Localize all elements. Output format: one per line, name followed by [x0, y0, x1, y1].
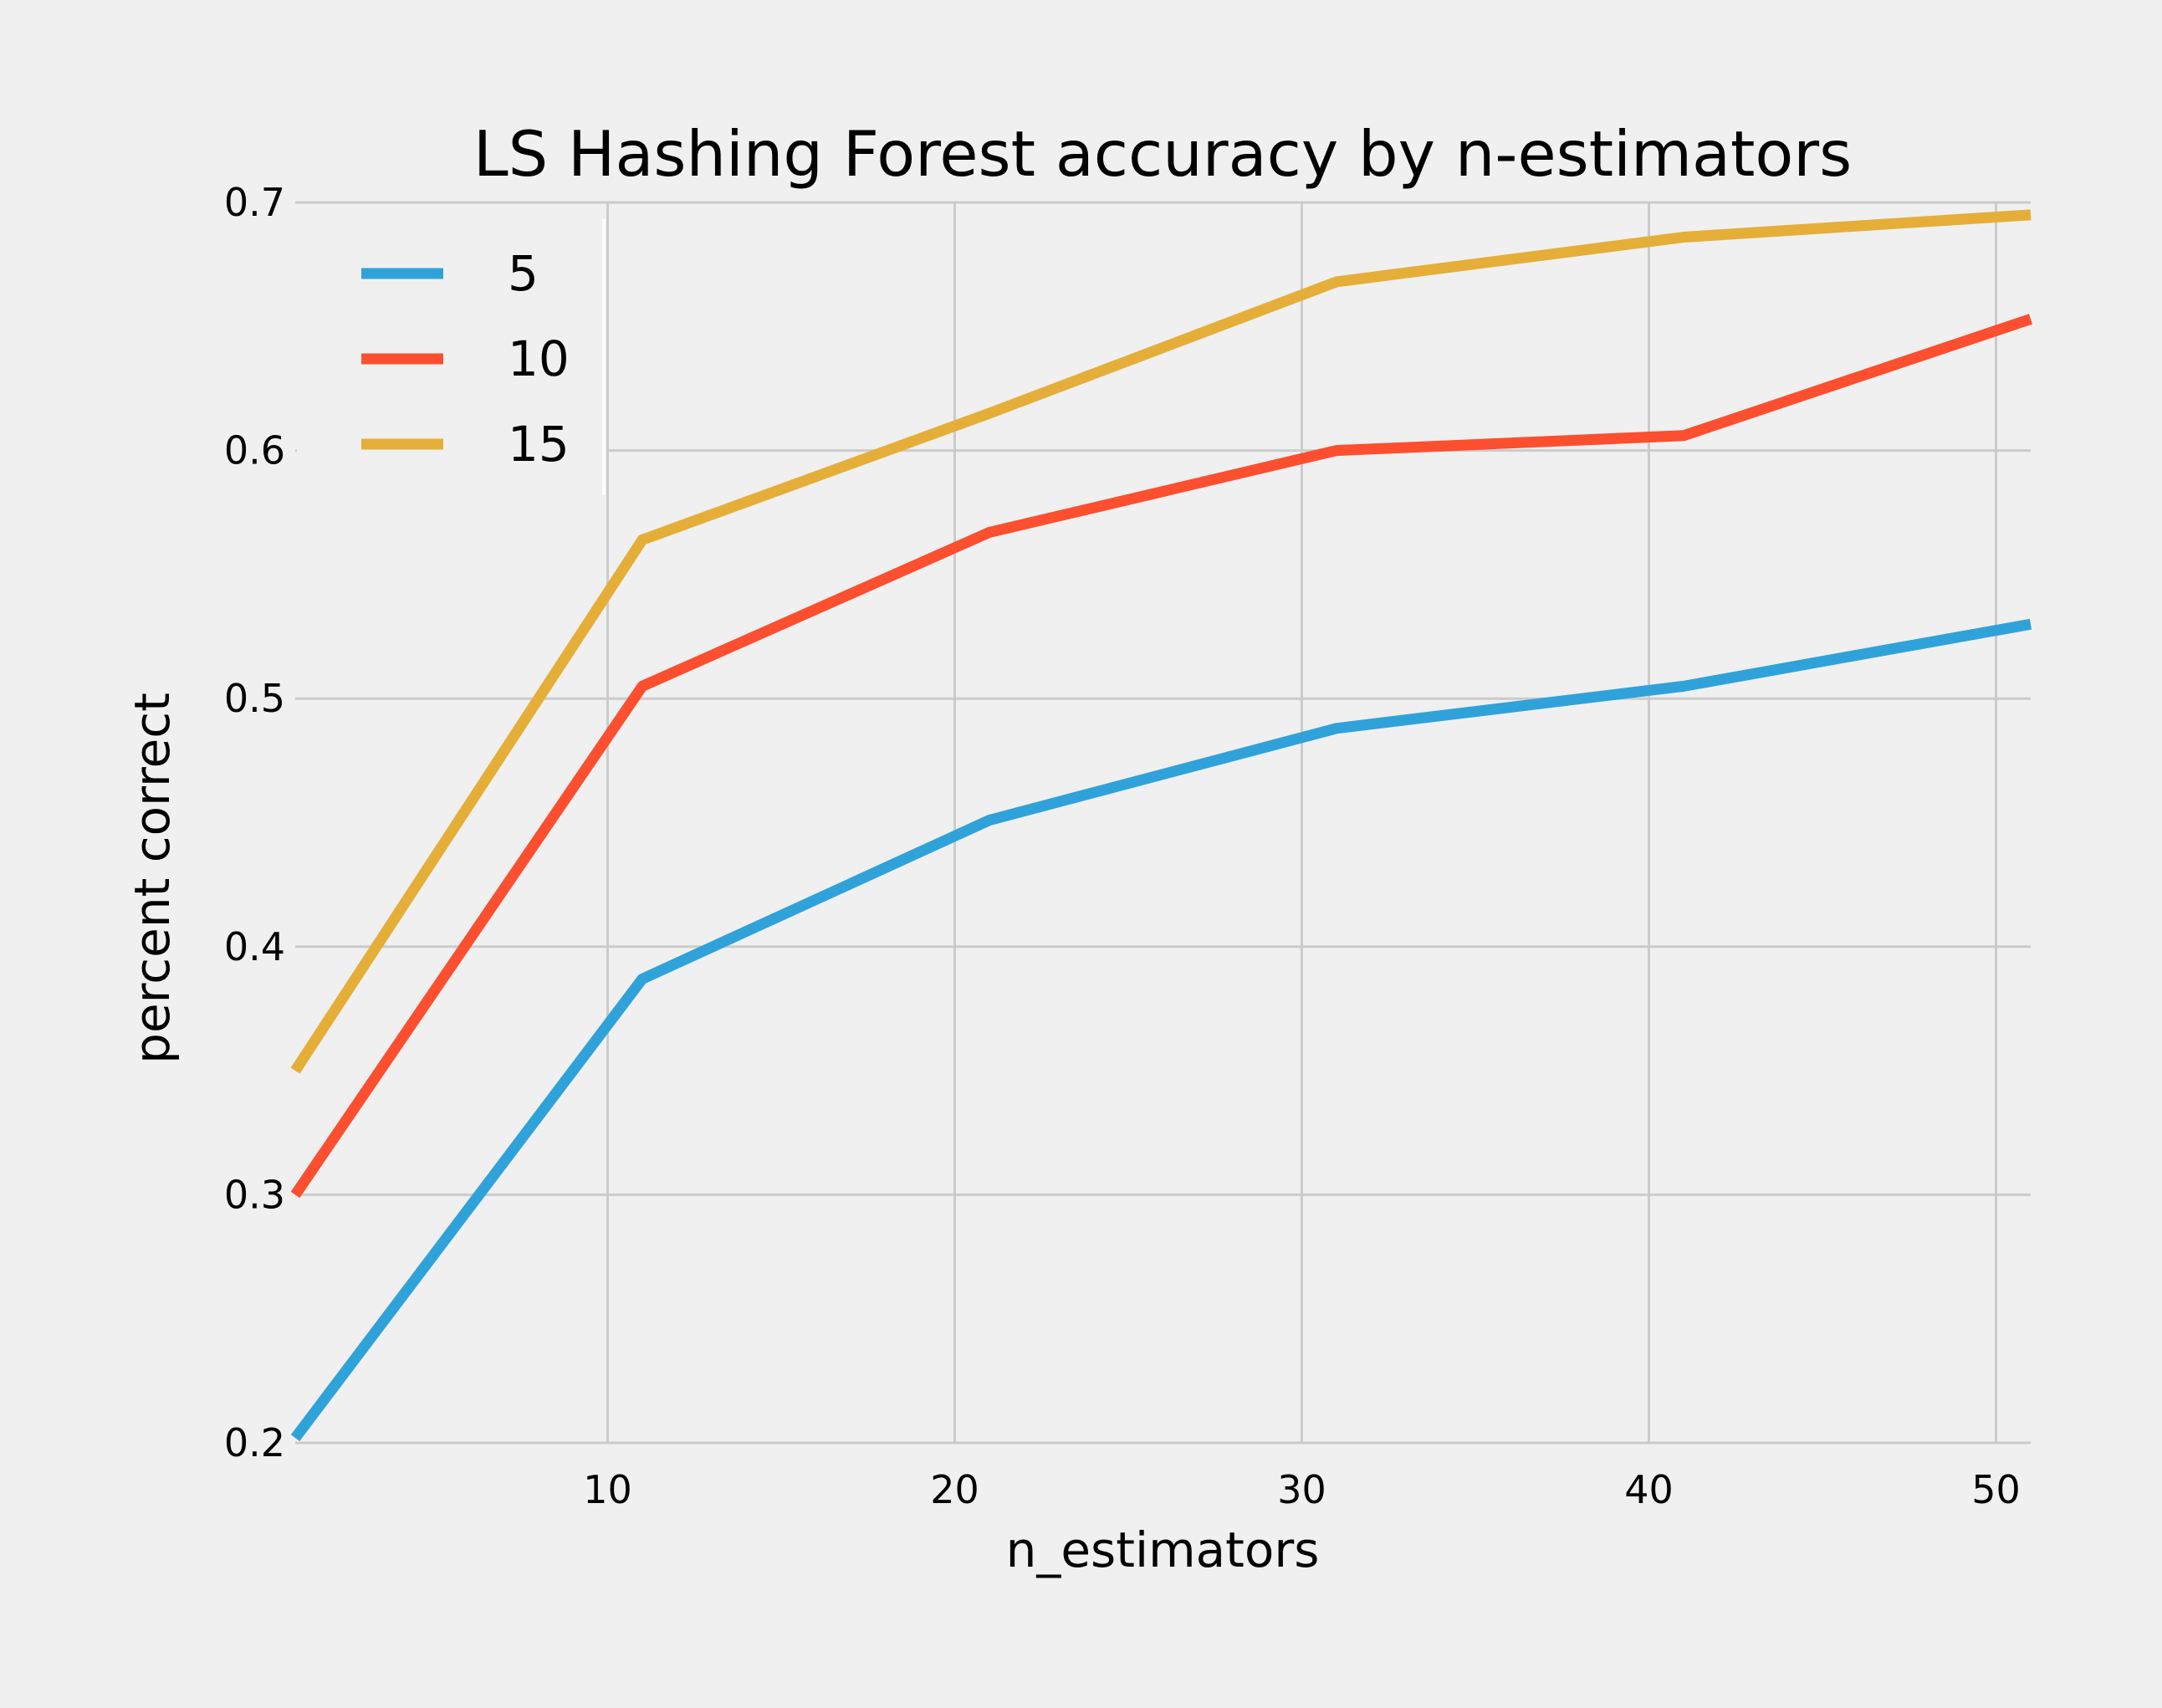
- y-tick-label: 0.3: [224, 1172, 285, 1217]
- x-tick-label: 30: [1277, 1467, 1326, 1512]
- series-line-15: [290, 209, 2032, 1074]
- x-tick-label: 20: [930, 1467, 979, 1512]
- x-tick-label: 10: [583, 1467, 632, 1512]
- legend-background: [297, 219, 606, 495]
- y-tick-label: 0.5: [224, 676, 285, 721]
- y-tick-label: 0.7: [224, 180, 285, 225]
- x-tick-label: 50: [1971, 1467, 2021, 1512]
- x-tick-label: 40: [1624, 1467, 1674, 1512]
- series-lines: [290, 209, 2033, 1441]
- y-tick-label: 0.6: [224, 428, 285, 473]
- legend: 5 10 15: [297, 219, 606, 495]
- legend-label: 15: [508, 416, 570, 473]
- y-axis-label: percent correct: [124, 693, 181, 1064]
- series-line-10: [290, 314, 2033, 1199]
- legend-label: 10: [508, 330, 570, 387]
- grid-lines: [295, 201, 2031, 1445]
- chart-title: LS Hashing Forest accuracy by n-estimato…: [473, 117, 1852, 191]
- legend-label: 5: [508, 245, 539, 302]
- series-line-5: [290, 618, 2032, 1441]
- x-axis-label: n_estimators: [1006, 1521, 1320, 1578]
- x-tick-labels: 10 20 30 40 50: [583, 1467, 2021, 1512]
- y-tick-labels: 0.2 0.3 0.4 0.5 0.6 0.7: [224, 180, 285, 1465]
- y-tick-label: 0.4: [224, 924, 285, 969]
- y-tick-label: 0.2: [224, 1420, 285, 1465]
